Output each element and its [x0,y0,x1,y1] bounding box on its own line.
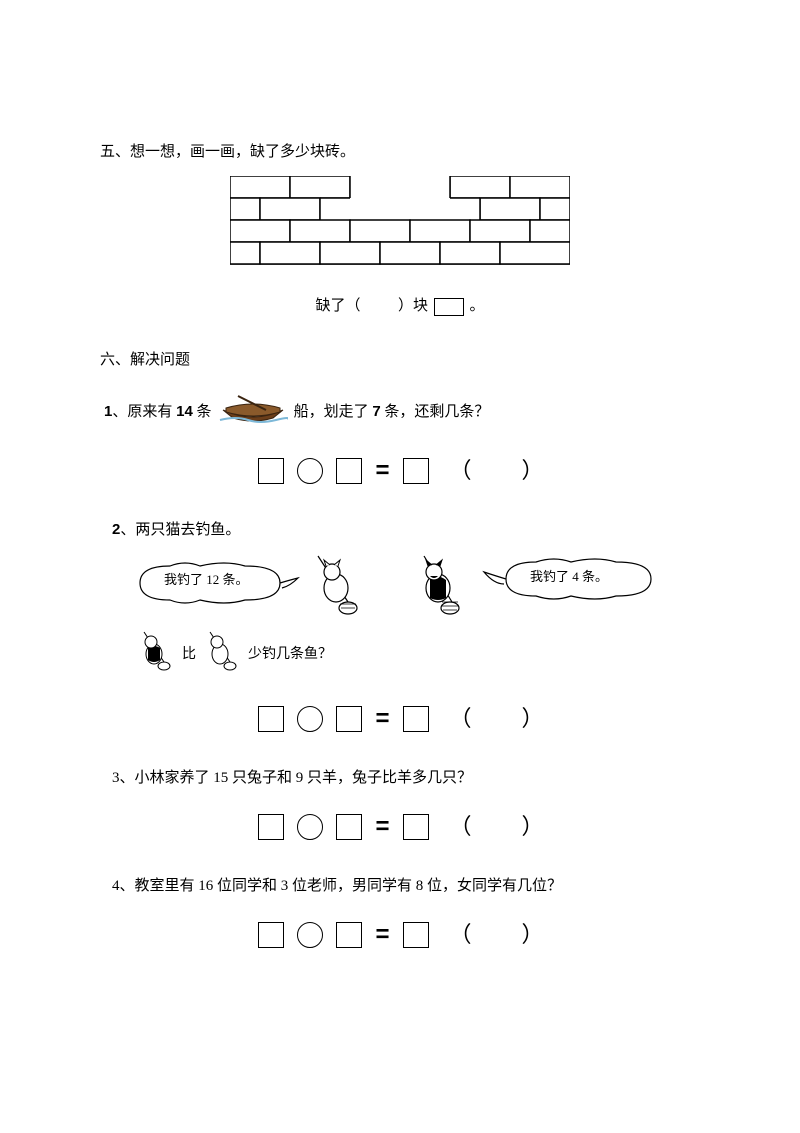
fishing-scene: 我钓了 12 条。 [130,552,700,622]
q4-line: 4 、教室里有 16 位同学和 3 位老师，男同学有 8 位，女同学有几位？ [112,874,700,898]
q2-text: 、两只猫去钓鱼。 [120,518,240,542]
brick-wall-figure [230,176,570,276]
bubble2-text: 我钓了 4 条。 [530,567,608,588]
eq-box[interactable] [336,458,362,484]
compare-mid: 比 [182,644,196,666]
q3-text: 、小林家养了 15 只兔子和 9 只羊，兔子比羊多几只？ [120,766,473,790]
q1-t2: 条 [197,400,212,424]
equals-sign: = [375,813,389,840]
eq-paren[interactable]: （ ） [450,922,546,947]
eq-box[interactable] [403,706,429,732]
eq-paren[interactable]: （ ） [450,458,546,483]
eq-op[interactable] [297,458,323,484]
caption-suffix: ）块 [398,298,428,314]
cat-1-icon [308,552,368,626]
eq-op[interactable] [297,922,323,948]
brick-caption: 缺了（ ）块 。 [100,294,700,318]
q1-t4: 条，还剩几条？ [384,400,489,424]
small-cat-1-icon [202,628,242,682]
section-5-title: 五、想一想，画一画，缺了多少块砖。 [100,140,700,164]
eq-box[interactable] [336,706,362,732]
q1-t3: 船，划走了 [294,400,369,424]
q4-equation[interactable]: = （ ） [100,922,700,948]
caption-end: 。 [470,298,485,314]
cat-2-icon [410,552,470,626]
eq-paren[interactable]: （ ） [450,814,546,839]
eq-paren[interactable]: （ ） [450,706,546,731]
q2-num: 2 [112,518,120,542]
equals-sign: = [375,457,389,484]
small-cat-2-icon [136,628,176,682]
brick-sample-icon [434,298,464,316]
bubble1-text: 我钓了 12 条。 [164,570,249,591]
q1-equation[interactable]: = （ ） [100,458,700,484]
q1-t1: 、原来有 [112,400,172,424]
eq-box[interactable] [258,814,284,840]
eq-box[interactable] [258,706,284,732]
equals-sign: = [375,705,389,732]
eq-box[interactable] [336,922,362,948]
caption-blank[interactable] [364,298,394,314]
boat-icon [218,390,288,434]
q1-b2: 7 [372,400,380,424]
q1-b1: 14 [176,400,193,424]
q4-text: 、教室里有 16 位同学和 3 位老师，男同学有 8 位，女同学有几位？ [120,874,563,898]
q2-compare: 比 少钓几条鱼？ [130,628,700,682]
q3-num: 3 [112,766,120,790]
q2-title: 2 、两只猫去钓鱼。 [112,518,700,542]
eq-box[interactable] [336,814,362,840]
equals-sign: = [375,921,389,948]
q3-line: 3 、小林家养了 15 只兔子和 9 只羊，兔子比羊多几只？ [112,766,700,790]
eq-box[interactable] [403,458,429,484]
compare-end: 少钓几条鱼？ [248,644,332,666]
eq-box[interactable] [403,922,429,948]
q3-equation[interactable]: = （ ） [100,814,700,840]
q2-equation[interactable]: = （ ） [100,706,700,732]
eq-box[interactable] [258,458,284,484]
eq-box[interactable] [403,814,429,840]
q1-num: 1 [104,400,112,424]
caption-prefix: 缺了（ [315,298,360,314]
eq-op[interactable] [297,814,323,840]
q1-line: 1 、原来有 14 条 船，划走了 7 条，还剩几条？ [104,390,700,434]
section-6-title: 六、解决问题 [100,348,700,372]
q4-num: 4 [112,874,120,898]
eq-op[interactable] [297,706,323,732]
eq-box[interactable] [258,922,284,948]
